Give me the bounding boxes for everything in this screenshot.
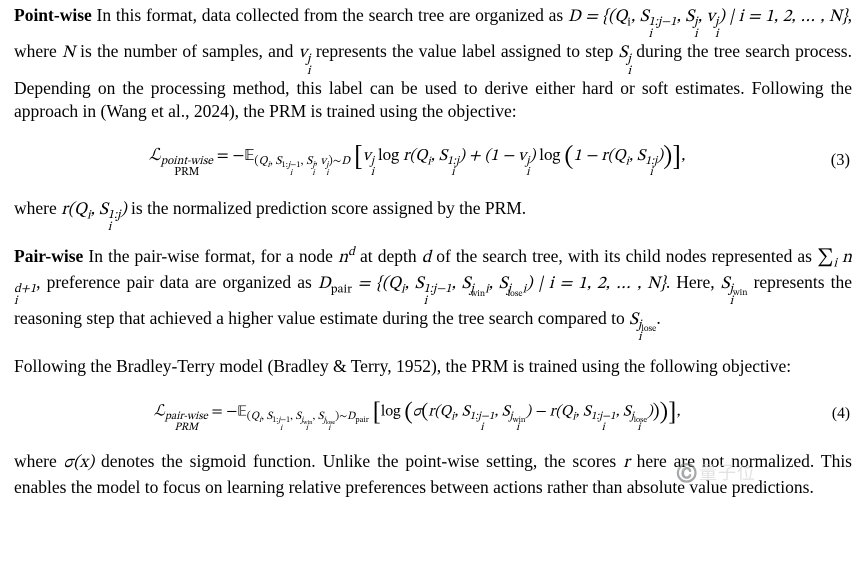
pw-1c: is the number of samples, and [75,41,299,61]
post3-r: r(Qi, S1:ji) [61,202,127,219]
pw2-b: at depth [355,246,422,266]
para-pointwise: Point-wise In this format, data collecte… [14,4,852,124]
heading-pointwise: Point-wise [14,5,92,25]
post4-sig: σ(x) [64,455,94,472]
sym-Swin: Sjwini [721,276,748,293]
equation-4-body: ℒpair-wisePRM = −𝔼(Qi, S1:j−1i, Sjwini, … [14,397,810,432]
pw2-a: In the pair-wise format, for a node [83,246,338,266]
equation-3-number: (3) [810,149,852,171]
pw2-e: . Here, [666,272,721,292]
pw-set: = {(Qi, S1:j−1i, Sji, vji) | i = 1, 2, …… [581,9,848,26]
sym-Slose: Sjlosei [629,312,656,329]
sym-nd: nd [338,250,355,267]
equation-3-body: ℒpoint-wisePRM = −𝔼(Qi, S1:j−1i, Sji, vj… [14,142,810,179]
para-post-eq3: where r(Qi, S1:ji) is the normalized pre… [14,197,852,233]
pw-1a: In this format, data collected from the … [92,5,568,25]
equation-3: ℒpoint-wisePRM = −𝔼(Qi, S1:j−1i, Sji, vj… [14,142,852,179]
equation-4: ℒpair-wisePRM = −𝔼(Qi, S1:j−1i, Sjwini, … [14,397,852,432]
page: Point-wise In this format, data collecte… [0,0,866,514]
post4-b: denotes the sigmoid function. Unlike the… [94,451,623,471]
post4-a: where [14,451,64,471]
sym-d: d [422,250,431,267]
post4-r: r [623,455,630,472]
pw2-d: , preference pair data are organized as [36,272,318,292]
sym-vij: vji [299,45,311,62]
equation-4-number: (4) [810,404,852,425]
post3-b: is the normalized prediction score assig… [127,198,527,218]
post3-a: where [14,198,61,218]
heading-pairwise: Pair-wise [14,246,83,266]
sym-N: N [62,45,75,62]
sym-D: D [568,9,581,26]
sym-Dpair: Dpair = {(Qi, S1:j−1i, Sjwini, Sjlosei) … [318,276,666,293]
para-post-eq4: where σ(x) denotes the sigmoid function.… [14,450,852,499]
pw-1d: represents the value label assigned to s… [311,41,619,61]
pw2-c: of the search tree, with its child nodes… [431,246,817,266]
sym-Sij: Sji [619,45,631,62]
para-pairwise: Pair-wise In the pair-wise format, for a… [14,245,852,343]
para-bt: Following the Bradley-Terry model (Bradl… [14,355,852,379]
pw2-dot: . [656,308,660,328]
